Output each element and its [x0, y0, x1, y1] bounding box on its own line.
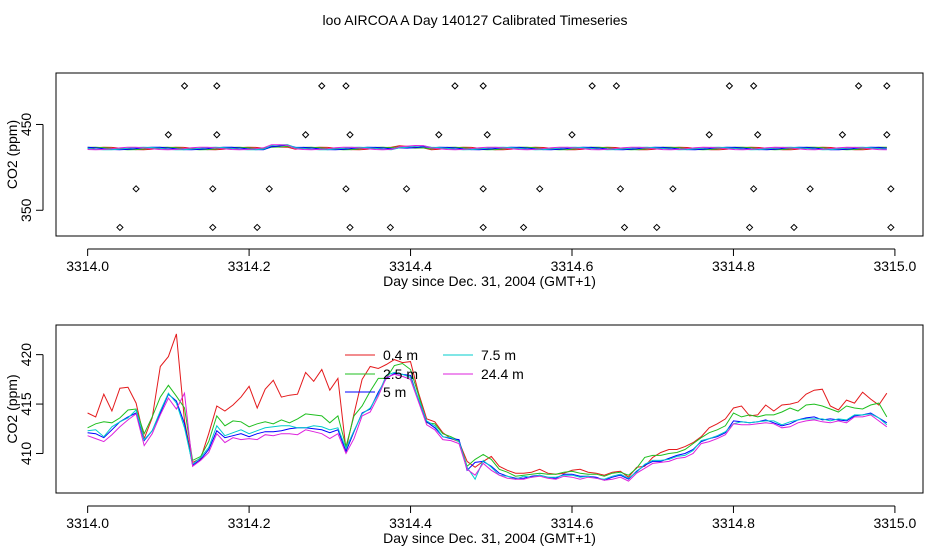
legend-label: 24.4 m [481, 366, 524, 382]
x-tick-label: 3314.4 [389, 258, 432, 274]
calibration-point [346, 131, 354, 139]
plot-frame [55, 72, 924, 237]
x-tick-label: 3315.0 [873, 258, 916, 274]
series-line-7-5-m [87, 371, 888, 481]
y-tick-label: 350 [18, 198, 34, 222]
calibration-point [346, 223, 354, 232]
calibration-point [451, 82, 459, 90]
x-tick-label: 3314.4 [389, 515, 432, 531]
calibration-point [705, 131, 713, 139]
x-tick-label: 3314.0 [66, 258, 109, 274]
calibration-point [213, 82, 221, 90]
calibration-point [479, 82, 487, 90]
calibration-point [435, 131, 443, 139]
calibration-point [253, 223, 261, 232]
calibrated-series-line [87, 144, 887, 151]
figure-title: loo AIRCOA A Day 140127 Calibrated Times… [322, 12, 627, 28]
calibration-point [132, 185, 140, 193]
calibration-point [749, 185, 758, 193]
calibration-point [318, 82, 326, 90]
x-tick-label: 3314.6 [551, 515, 594, 531]
x-tick-label: 3315.0 [873, 515, 916, 531]
calibration-point [883, 82, 891, 90]
x-tick-label: 3314.6 [551, 258, 594, 274]
x-tick-label: 3314.2 [228, 515, 271, 531]
calibration-point [116, 223, 124, 232]
calibration-point [887, 223, 895, 232]
calibration-point [342, 185, 350, 193]
calibration-point [745, 223, 754, 232]
legend-label: 0.4 m [383, 347, 418, 363]
y-tick-label: 415 [18, 392, 34, 416]
y-tick-label: 450 [18, 113, 34, 137]
calibration-point [209, 185, 217, 193]
y-axis-label: CO2 (ppm) [4, 374, 20, 443]
y-tick-label: 410 [18, 442, 34, 466]
calibration-point [725, 82, 734, 90]
calibration-point [479, 185, 487, 193]
legend-label: 5 m [383, 384, 406, 400]
calibration-point [669, 185, 677, 193]
series-line-2-5-m [87, 362, 888, 477]
calibration-point [213, 131, 221, 139]
calibration-point [616, 185, 625, 193]
legend-label: 2.5 m [383, 366, 418, 382]
calibrated-series-line [87, 144, 887, 151]
calibration-point [386, 223, 395, 232]
calibration-point [483, 131, 491, 139]
calibration-point [568, 131, 576, 139]
x-axis-label: Day since Dec. 31, 2004 (GMT+1) [383, 273, 596, 289]
calibration-point [838, 131, 847, 139]
calibration-point [653, 223, 661, 232]
calibration-panel: 3314.0 3314.2 3314.4 3314.6 3314.8 3315.0 Day … [4, 72, 924, 289]
calibration-point [479, 223, 487, 232]
calibration-point [749, 82, 758, 90]
calibration-point [883, 131, 891, 139]
x-tick-label: 3314.8 [712, 258, 755, 274]
x-tick-label: 3314.8 [712, 515, 755, 531]
timeseries-panel: 3314.0 3314.2 3314.4 3314.6 3314.8 3315.0 Day … [4, 324, 924, 546]
plot-frame [55, 324, 924, 494]
calibration-point [887, 185, 895, 193]
calibration-point [265, 185, 273, 193]
x-tick-label: 3314.2 [228, 258, 271, 274]
calibration-point [536, 185, 544, 193]
calibration-point [402, 185, 411, 193]
calibration-point [854, 82, 863, 90]
calibration-point [301, 131, 310, 139]
y-tick-label: 420 [18, 343, 34, 367]
x-tick-label: 3314.0 [66, 515, 109, 531]
calibration-point [620, 223, 629, 232]
calibration-point [790, 223, 798, 232]
calibration-point [519, 223, 528, 232]
calibration-point [164, 131, 173, 139]
calibration-point [612, 82, 621, 90]
series-line-24-4-m [87, 373, 888, 482]
calibration-point [209, 223, 217, 232]
calibration-point [342, 82, 350, 90]
x-axis-label: Day since Dec. 31, 2004 (GMT+1) [383, 530, 596, 546]
calibration-point [588, 82, 596, 90]
calibration-point [180, 82, 189, 90]
calibration-point [753, 131, 762, 139]
calibration-point [806, 185, 814, 193]
legend-label: 7.5 m [481, 347, 516, 363]
y-axis-label: CO2 (ppm) [4, 120, 20, 189]
